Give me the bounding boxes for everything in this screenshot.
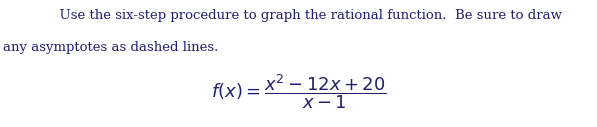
- Text: any asymptotes as dashed lines.: any asymptotes as dashed lines.: [3, 41, 219, 54]
- Text: Use the six-step procedure to graph the rational function.  Be sure to draw: Use the six-step procedure to graph the …: [35, 9, 562, 22]
- Text: $f(x) = \dfrac{x^2 - 12x+20}{x-1}$: $f(x) = \dfrac{x^2 - 12x+20}{x-1}$: [211, 72, 386, 111]
